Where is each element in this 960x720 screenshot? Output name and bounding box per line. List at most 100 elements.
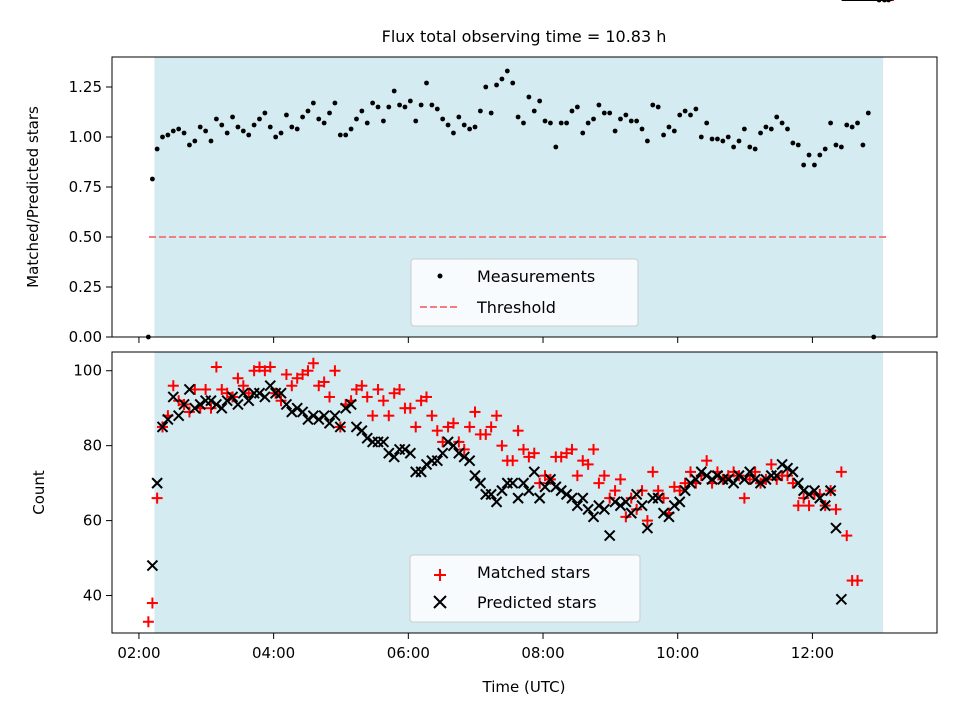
measurement-point: [407, 98, 413, 104]
matched-star-point: [571, 470, 583, 482]
measurement-point: [316, 116, 322, 122]
predicted-star-point: [744, 466, 756, 478]
top-x-ticks: [138, 337, 813, 343]
predicted-star-point: [517, 477, 530, 489]
measurement-point: [359, 108, 365, 114]
measurement-point: [246, 132, 252, 138]
matched-star-point: [566, 443, 578, 455]
bottom-xtick-label: 10:00: [656, 644, 699, 662]
matched-star-point: [243, 387, 255, 399]
measurement-point: [467, 126, 473, 132]
measurement-point: [354, 116, 359, 122]
predicted-star-point: [431, 454, 443, 467]
predicted-star-point: [205, 394, 217, 407]
bottom-x-ticks: 02:00 04:00 06:00 08:00 10:00 12:00: [117, 633, 834, 662]
measurement-point: [553, 144, 559, 150]
top-axes-frame: [111, 56, 938, 338]
measurement-point: [639, 126, 645, 132]
measurement-point: [763, 124, 769, 130]
bottom-ytick-label: 60: [83, 512, 102, 530]
measurement-point: [860, 142, 866, 148]
matched-star-point: [167, 380, 179, 392]
measurement-point: [645, 138, 650, 144]
measurement-point: [451, 130, 456, 136]
predicted-star-point: [620, 496, 632, 508]
predicted-star-point: [593, 499, 605, 512]
measurement-point: [160, 134, 165, 140]
matched-star-point: [620, 511, 632, 523]
matched-star-point: [324, 391, 336, 403]
measurement-point: [391, 88, 397, 94]
measurement-point: [817, 152, 823, 158]
predicted-star-point: [808, 484, 821, 497]
predicted-star-point: [835, 593, 848, 605]
measurement-point: [574, 104, 580, 110]
predicted-star-point: [814, 492, 826, 504]
predicted-star-point: [264, 380, 276, 392]
matched-star-point: [841, 530, 853, 542]
predicted-star-point: [609, 496, 621, 508]
measurement-point: [176, 126, 182, 132]
measurement-point: [515, 114, 521, 120]
predicted-star-point: [571, 499, 584, 512]
measurement-point: [822, 146, 828, 152]
matched-star-point: [588, 443, 600, 455]
measurement-point: [305, 108, 311, 114]
predicted-star-point: [237, 387, 250, 399]
bottom-xtick-label: 06:00: [387, 644, 430, 662]
bottom-xtick-label: 04:00: [252, 644, 295, 662]
predicted-star-point: [674, 496, 686, 508]
matched-star-point: [803, 500, 815, 512]
predicted-star-point: [334, 421, 347, 433]
predicted-star-point: [776, 458, 788, 471]
matched-star-point: [458, 443, 470, 455]
predicted-star-point: [587, 511, 600, 523]
measurement-point: [865, 110, 871, 116]
predicted-star-point: [792, 477, 804, 489]
predicted-star-point: [275, 387, 287, 399]
predicted-star-point: [749, 473, 761, 486]
legend-measurements-marker: [437, 273, 443, 279]
matched-star-point: [685, 466, 697, 478]
predicted-star-point: [787, 466, 799, 478]
predicted-star-point: [733, 469, 745, 482]
matched-star-point: [625, 492, 637, 504]
measurement-point: [402, 104, 408, 110]
measurement-point: [812, 162, 817, 168]
predicted-star-point: [523, 484, 535, 497]
predicted-star-point: [356, 424, 368, 437]
predicted-star-point: [577, 492, 589, 504]
matched-star-point: [372, 383, 384, 395]
matched-star-point: [453, 436, 465, 448]
measurement-point: [499, 76, 505, 82]
bottom-y-ticks: 40 60 80 100: [73, 362, 112, 605]
matched-star-point: [280, 368, 292, 380]
matched-star-point: [679, 477, 691, 489]
predicted-star-point: [232, 398, 244, 411]
predicted-star-point: [221, 394, 233, 407]
matched-star-point: [264, 361, 276, 373]
predicted-star-point: [178, 398, 190, 411]
predicted-star-point: [216, 402, 228, 414]
measurement-point: [558, 120, 564, 126]
predicted-star-point: [771, 469, 783, 482]
measurement-point: [154, 146, 160, 152]
predicted-star-point: [172, 409, 185, 422]
predicted-star-point: [636, 499, 648, 512]
predicted-star-point: [302, 413, 314, 426]
matched-star-point: [142, 616, 154, 628]
matched-star-point: [830, 503, 842, 515]
predicted-star-point: [318, 409, 330, 422]
measurement-point: [456, 114, 462, 120]
matched-star-point: [614, 473, 626, 485]
predicted-star-point: [388, 451, 400, 463]
predicted-star-point: [194, 398, 206, 411]
predicted-star-point: [582, 503, 594, 516]
measurement-point: [585, 120, 591, 126]
measurement-point: [257, 116, 262, 122]
measurement-points: [145, 0, 891, 340]
measurement-point: [310, 100, 316, 106]
predicted-star-point: [339, 402, 352, 414]
measurement-point: [828, 120, 833, 126]
bottom-xtick-label: 02:00: [117, 644, 160, 662]
